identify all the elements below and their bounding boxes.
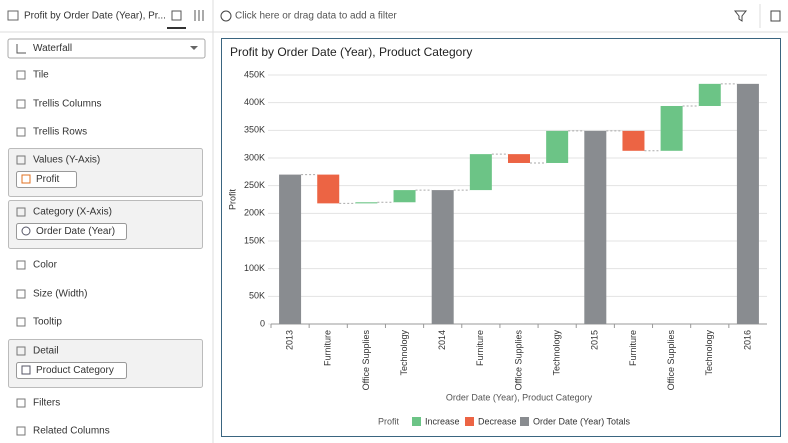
tab-icon [7,10,19,21]
section-label[interactable]: Color [33,260,58,271]
x-tick-label: Furniture [323,330,333,366]
x-tick-label: Furniture [628,330,638,366]
section-icon [16,426,26,436]
section-icon [16,155,26,165]
legend-swatch [520,417,529,426]
section-label[interactable]: Tile [33,70,49,81]
chart-type-icon [16,44,26,54]
y-tick-label: 400K [244,97,265,107]
pill-label[interactable]: Product Category [36,365,114,376]
settings-icon[interactable] [194,10,204,21]
y-tick-label: 300K [244,152,265,162]
y-axis-title: Profit [227,189,237,211]
section-label[interactable]: Filters [33,398,60,409]
section-label[interactable]: Related Columns [33,426,110,437]
x-tick-label: Technology [552,330,562,376]
legend-swatch [412,417,421,426]
section-icon [16,207,26,217]
y-tick-label: 100K [244,263,265,273]
bar [393,190,416,203]
bar [355,202,378,204]
legend-swatch [465,417,474,426]
section-label[interactable]: Detail [33,346,59,357]
bar [508,154,530,163]
chart-type: Waterfall [33,43,72,54]
y-tick-label: 200K [244,208,265,218]
legend-label: Increase [425,416,460,426]
chart-type-dropdown[interactable] [7,38,206,59]
section-label[interactable]: Category (X-Axis) [33,207,112,218]
chart-title: Profit by Order Date (Year), Product Cat… [230,45,472,59]
y-tick-label: 450K [244,69,265,79]
x-tick-label: 2013 [284,330,294,350]
x-tick-label: Technology [704,330,714,376]
chart: 0 50K 100K 150K 200K 250K 300K 350K 400K 450K Prof… [227,69,767,426]
sidebar: Tile Trellis Columns Trellis Rows Profit Val… [8,70,203,437]
bar [469,154,492,191]
bar [698,83,721,106]
filter-placeholder[interactable]: Click here or drag data to add a filter [235,11,397,22]
bar [279,174,302,324]
section-icon [16,70,26,80]
y-tick-label: 350K [244,125,265,135]
section-icon [16,127,26,137]
add-filter-icon[interactable] [220,10,232,22]
x-tick-label: Office Supplies [513,330,523,391]
x-tick-label: 2016 [742,330,752,350]
x-tick-label: 2015 [590,330,600,350]
section-label[interactable]: Tooltip [33,317,62,328]
dropdown-arrow [190,46,198,50]
x-tick-label: Office Supplies [361,330,371,391]
tab-title[interactable]: Profit by Order Date (Year), Pr... [24,11,166,22]
legend-title: Profit [378,416,400,426]
x-tick-label: Office Supplies [666,330,676,391]
section-icon [16,289,26,299]
pill[interactable] [16,223,127,240]
section-icon [16,99,26,109]
y-tick-label: 150K [244,235,265,245]
x-tick-label: Technology [399,330,409,376]
x-tick-label: Furniture [475,330,485,366]
section-icon [16,317,26,327]
bar [622,130,645,151]
filter-icon[interactable] [733,10,748,22]
grammar-icon[interactable] [770,10,781,22]
bar [431,190,454,324]
bar [584,130,607,324]
pill[interactable] [16,171,77,188]
y-tick-label: 0 [260,318,265,328]
bar [317,174,340,204]
pill[interactable] [16,362,127,379]
section-label[interactable]: Trellis Rows [33,127,87,138]
legend-label: Decrease [478,416,517,426]
pill-label[interactable]: Profit [36,174,60,185]
section-icon [16,260,26,270]
pill-icon [21,174,31,184]
layout-icon[interactable] [171,10,182,21]
x-tick-label: 2014 [437,330,447,350]
section-label[interactable]: Size (Width) [33,289,87,300]
bar [546,130,569,163]
section-icon [16,398,26,408]
y-tick-label: 50K [249,291,265,301]
y-tick-label: 250K [244,180,265,190]
pill-icon [21,365,31,375]
pill-label[interactable]: Order Date (Year) [36,226,115,237]
x-axis-title: Order Date (Year), Product Category [446,392,593,402]
section-icon [16,346,26,356]
pill-icon [21,226,31,236]
bar [660,105,683,151]
section-label[interactable]: Trellis Columns [33,99,102,110]
bar [736,83,759,324]
section-label[interactable]: Values (Y-Axis) [33,155,100,166]
legend-label: Order Date (Year) Totals [533,416,631,426]
chart-panel [221,38,781,437]
